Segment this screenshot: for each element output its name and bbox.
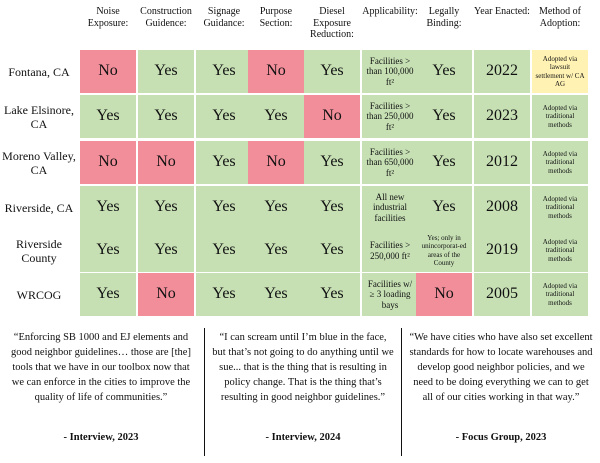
column-header-noise: Noise Exposure:	[87, 6, 129, 29]
policy-comparison-table: Noise Exposure: Construction Guidence: Sig…	[2, 6, 588, 316]
cell-signage: Yes	[196, 186, 252, 229]
column-header-diesel: Diesel Exposure Reduction:	[310, 6, 354, 40]
cell-signage: Yes	[196, 273, 252, 316]
quote-interview-2023: “Enforcing SB 1000 and EJ elements and g…	[11, 332, 191, 403]
cell-adoption: Adopted via traditional methods	[532, 141, 588, 184]
cell-adoption: Adopted via traditional methods	[532, 229, 588, 272]
cell-applicability: Facilities > 250,000 ft²	[362, 229, 418, 272]
cell-diesel: Yes	[304, 229, 360, 272]
cell-year: 2022	[474, 50, 530, 93]
cell-diesel: Yes	[304, 186, 360, 229]
column-header-purpose: Purpose Section:	[259, 6, 293, 29]
cell-year: 2019	[474, 229, 530, 272]
cell-applicability: Facilities w/ ≥ 3 loading bays	[362, 273, 418, 316]
cell-binding: Yes	[416, 141, 472, 184]
cell-binding: No	[416, 273, 472, 316]
cell-year: 2023	[474, 95, 530, 138]
cell-construction: No	[138, 141, 194, 184]
cell-year: 2005	[474, 273, 530, 316]
cell-year: 2008	[474, 186, 530, 229]
cell-applicability: Facilities > than 250,000 ft²	[362, 95, 418, 138]
cell-noise: No	[80, 50, 136, 93]
cell-binding: Yes	[416, 95, 472, 138]
cell-noise: Yes	[80, 273, 136, 316]
cell-construction: Yes	[138, 186, 194, 229]
column-header-year: Year Enacted:	[474, 6, 530, 17]
quote-divider	[401, 328, 402, 456]
cell-purpose: Yes	[248, 95, 304, 138]
cell-purpose: Yes	[248, 186, 304, 229]
column-header-applicability: Applicability:	[362, 6, 418, 17]
cell-diesel: No	[304, 95, 360, 138]
cell-purpose: Yes	[248, 273, 304, 316]
cell-applicability: All new industrial facilities	[362, 186, 418, 229]
cell-year: 2012	[474, 141, 530, 184]
cell-purpose: No	[248, 141, 304, 184]
cell-signage: Yes	[196, 141, 252, 184]
cell-binding: Yes; only in unincorporat-ed areas of th…	[416, 229, 472, 272]
quote-interview-2024: “I can scream until I’m blue in the face…	[212, 332, 394, 403]
cell-noise: Yes	[80, 186, 136, 229]
column-header-binding: Legally Binding:	[426, 6, 462, 29]
cell-adoption: Adopted via traditional methods	[532, 186, 588, 229]
cell-signage: Yes	[196, 50, 252, 93]
cell-applicability: Facilities > than 100,000 ft²	[362, 50, 418, 93]
row-label: Fontana, CA	[8, 64, 70, 79]
cell-noise: No	[80, 141, 136, 184]
cell-construction: Yes	[138, 229, 194, 272]
row-label: Riverside County	[16, 236, 62, 265]
cell-binding: Yes	[416, 50, 472, 93]
row-label: Riverside, CA	[4, 200, 74, 215]
cell-construction: Yes	[138, 95, 194, 138]
cell-signage: Yes	[196, 229, 252, 272]
quote-source-interview-2023: - Interview, 2023	[63, 432, 139, 443]
quote-source-focus-group-2023: - Focus Group, 2023	[455, 432, 547, 443]
cell-signage: Yes	[196, 95, 252, 138]
cell-adoption: Adopted via traditional methods	[532, 273, 588, 316]
cell-purpose: No	[248, 50, 304, 93]
cell-diesel: Yes	[304, 50, 360, 93]
row-label: Moreno Valley, CA	[2, 148, 76, 177]
cell-construction: No	[138, 273, 194, 316]
cell-applicability: Facilities > than 650,000 ft²	[362, 141, 418, 184]
column-header-adoption: Method of Adoption:	[539, 6, 581, 29]
quote-source-interview-2024: - Interview, 2024	[265, 432, 341, 443]
cell-adoption: Adopted via lawsuit settlement w/ CA AG	[532, 50, 588, 93]
cell-purpose: Yes	[248, 229, 304, 272]
column-header-signage: Signage Guidance:	[203, 6, 245, 29]
cell-noise: Yes	[80, 95, 136, 138]
quote-focus-group-2023: “We have cities who have also set excell…	[409, 332, 593, 403]
row-label: WRCOG	[16, 287, 62, 302]
cell-diesel: Yes	[304, 141, 360, 184]
quote-divider	[204, 328, 205, 456]
cell-diesel: Yes	[304, 273, 360, 316]
row-label: Lake Elsinore, CA	[4, 102, 74, 131]
cell-noise: Yes	[80, 229, 136, 272]
cell-binding: Yes	[416, 186, 472, 229]
cell-adoption: Adopted via traditional methods	[532, 95, 588, 138]
cell-construction: Yes	[138, 50, 194, 93]
column-header-construction: Construction Guidence:	[140, 6, 192, 29]
